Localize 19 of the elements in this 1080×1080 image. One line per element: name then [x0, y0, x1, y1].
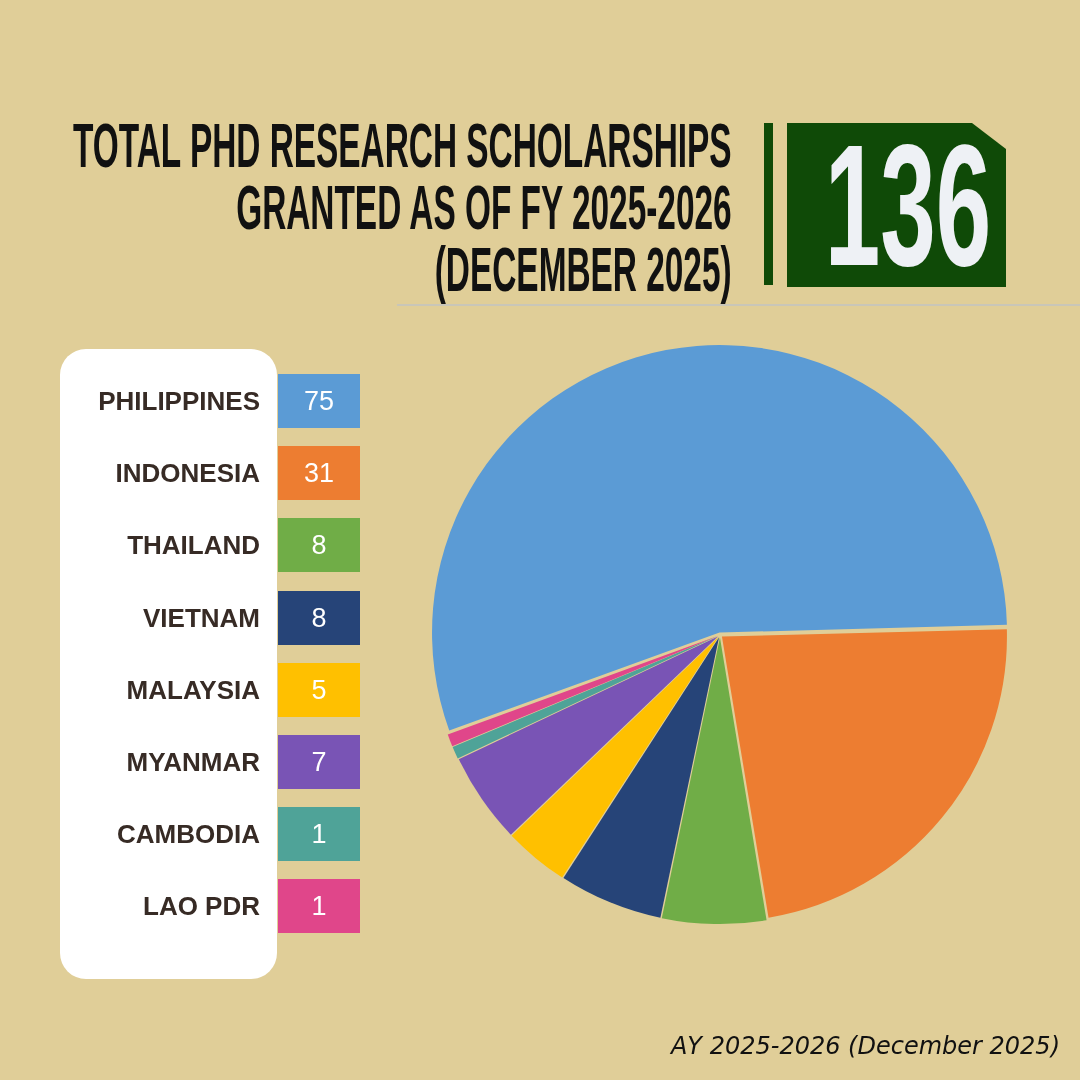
data-label: 8 — [278, 590, 360, 645]
data-label: 31 — [278, 446, 360, 501]
data-label: 7 — [278, 735, 360, 789]
data-label: 75 — [278, 374, 360, 428]
data-label: 1 — [278, 879, 360, 934]
chart-title: TOTAL PHD RESEARCH SCHOLARSHIPS GRANTED AS OF FY 2025-2026 (DECEMBER 2025) — [73, 110, 732, 304]
data-label: 1 — [278, 807, 360, 862]
legend-label: MYANMAR — [126, 746, 260, 779]
legend-label: MALAYSIA — [126, 673, 260, 707]
text: AY 2025-2026 (December 2025) — [670, 1031, 1060, 1061]
legend-label: CAMBODIA — [117, 818, 260, 852]
legend-label: PHILIPPINES — [98, 385, 260, 418]
data-label: 8 — [278, 518, 360, 573]
data-label: 5 — [278, 662, 360, 717]
legend-label: INDONESIA — [115, 457, 260, 491]
text: 136 — [823, 109, 993, 301]
legend-label: THAILAND — [127, 529, 260, 563]
legend-label: LAO PDR — [143, 890, 260, 924]
legend-label: VIETNAM — [143, 601, 260, 635]
